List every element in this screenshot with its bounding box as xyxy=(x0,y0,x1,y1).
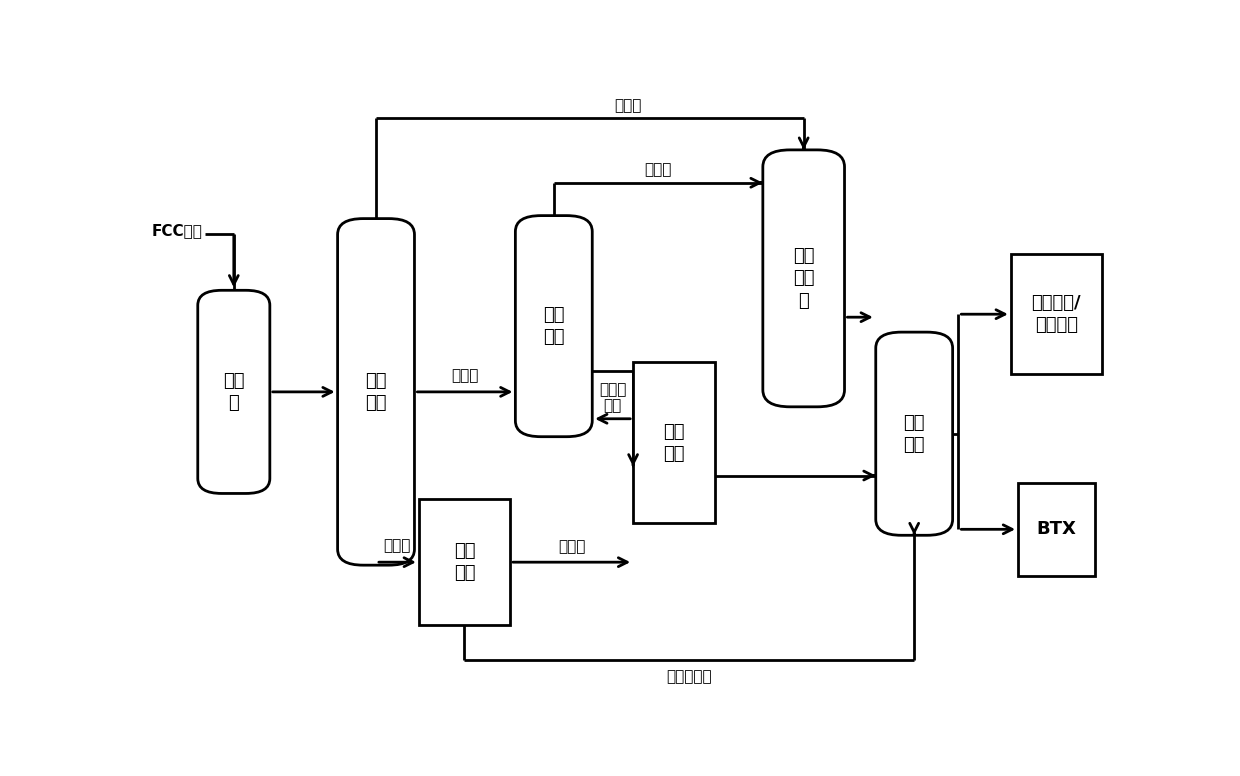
Text: FCC汽油: FCC汽油 xyxy=(153,223,203,238)
FancyBboxPatch shape xyxy=(1011,255,1102,374)
FancyBboxPatch shape xyxy=(763,150,844,407)
Text: 重馏分: 重馏分 xyxy=(383,539,412,553)
Text: 预加
氢: 预加 氢 xyxy=(223,372,244,412)
Text: 加氢
脱硫: 加氢 脱硫 xyxy=(454,542,475,582)
Text: 富硫油: 富硫油 xyxy=(558,539,585,554)
Text: 乙烯原料/
汽油组分: 乙烯原料/ 汽油组分 xyxy=(1032,294,1081,334)
Text: 脱硫重馏分: 脱硫重馏分 xyxy=(667,669,712,684)
Text: BTX: BTX xyxy=(1037,521,1076,539)
Text: 中馏分: 中馏分 xyxy=(451,368,479,383)
Text: 轻馏分: 轻馏分 xyxy=(615,99,642,113)
FancyBboxPatch shape xyxy=(337,219,414,565)
FancyBboxPatch shape xyxy=(1018,483,1095,576)
Text: 蕲馏
切割: 蕲馏 切割 xyxy=(366,372,387,412)
FancyBboxPatch shape xyxy=(419,500,510,625)
Text: 溶剂
萸取: 溶剂 萸取 xyxy=(543,306,564,346)
FancyBboxPatch shape xyxy=(516,216,593,437)
FancyBboxPatch shape xyxy=(197,290,270,494)
Text: 轻烯
回收: 轻烯 回收 xyxy=(663,423,684,462)
Text: 轻烯: 轻烯 xyxy=(604,398,621,413)
Text: 萸取油: 萸取油 xyxy=(599,382,626,397)
FancyBboxPatch shape xyxy=(875,332,952,535)
Text: 萸余油: 萸余油 xyxy=(645,161,672,177)
FancyBboxPatch shape xyxy=(634,362,714,523)
Text: 芳烃
抜提: 芳烃 抜提 xyxy=(904,414,925,454)
Text: 缓和
芳构
化: 缓和 芳构 化 xyxy=(792,247,815,310)
